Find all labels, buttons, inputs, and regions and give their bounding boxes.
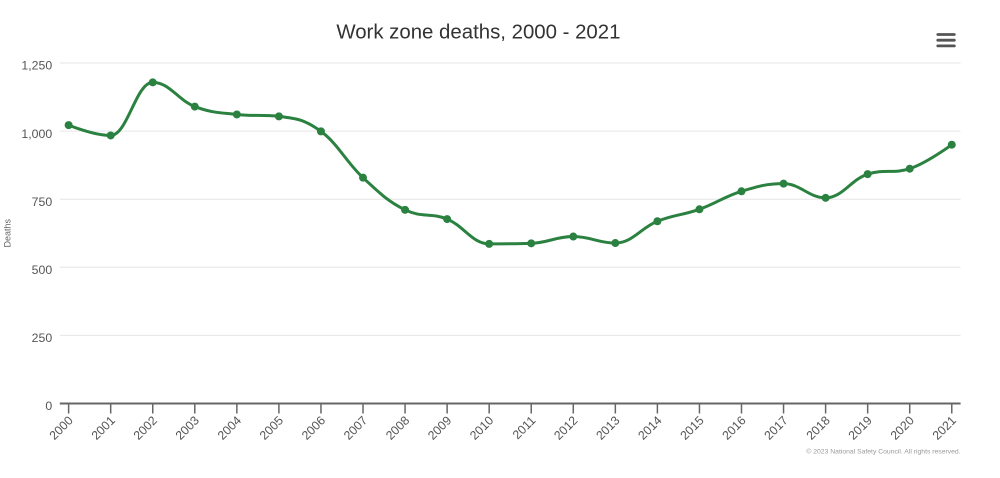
svg-text:1,250: 1,250 <box>21 59 52 73</box>
svg-text:500: 500 <box>32 263 53 277</box>
svg-text:750: 750 <box>32 195 53 209</box>
svg-text:0: 0 <box>45 399 52 413</box>
svg-text:1,000: 1,000 <box>21 127 52 141</box>
svg-text:250: 250 <box>32 331 53 345</box>
svg-text:Deaths: Deaths <box>3 218 13 247</box>
svg-text:Work zone deaths, 2000 - 2021: Work zone deaths, 2000 - 2021 <box>336 22 620 44</box>
svg-text:© 2023 National Safety Council: © 2023 National Safety Council. All righ… <box>806 448 960 456</box>
